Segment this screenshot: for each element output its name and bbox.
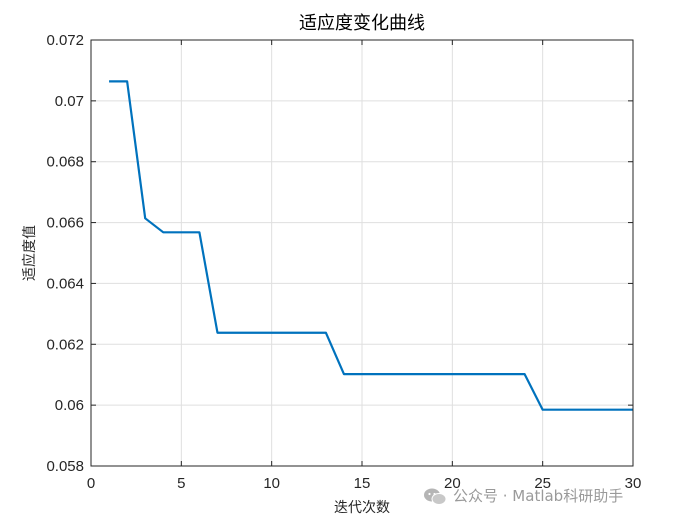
wechat-icon — [424, 488, 447, 505]
chart-title: 适应度变化曲线 — [299, 13, 425, 34]
watermark-text: 公众号 · Matlab科研助手 — [453, 487, 623, 505]
y-tick-label: 0.066 — [46, 215, 84, 232]
y-axis: 0.058 0.06 0.062 0.064 0.066 0.068 0.07 0.072 — [46, 32, 633, 475]
y-tick-label: 0.072 — [46, 32, 84, 49]
series-line — [109, 80, 633, 411]
y-tick-label: 0.06 — [55, 397, 84, 414]
x-tick-label: 30 — [625, 475, 642, 492]
y-tick-label: 0.064 — [46, 275, 84, 292]
x-tick-label: 20 — [444, 475, 461, 492]
watermark: 公众号 · Matlab科研助手 — [424, 487, 623, 505]
y-tick-label: 0.068 — [46, 154, 84, 171]
x-tick-label: 25 — [534, 475, 551, 492]
x-axis: 0 5 10 15 20 25 30 — [87, 40, 642, 492]
y-tick-label: 0.058 — [46, 458, 84, 475]
x-axis-label: 迭代次数 — [334, 500, 390, 516]
y-tick-label: 0.07 — [55, 93, 84, 110]
x-tick-label: 10 — [263, 475, 280, 492]
x-tick-label: 0 — [87, 475, 95, 492]
series-layer — [109, 80, 633, 411]
x-tick-label: 5 — [177, 475, 185, 492]
y-axis-label: 适应度值 — [21, 225, 38, 281]
x-tick-label: 15 — [354, 475, 371, 492]
y-tick-label: 0.062 — [46, 336, 84, 353]
